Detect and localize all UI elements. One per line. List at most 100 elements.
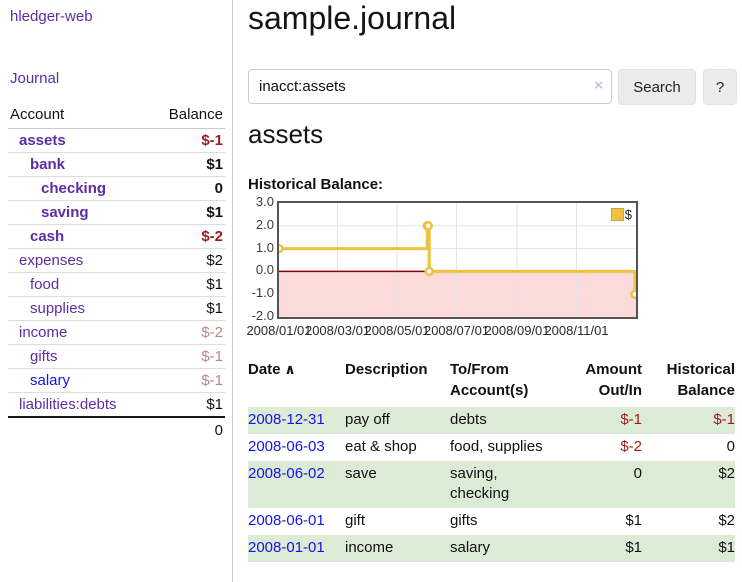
sidebar-total-value: 0: [214, 422, 223, 439]
sidebar-account-link-cash[interactable]: cash: [30, 228, 65, 245]
transaction-amount: $1: [625, 512, 642, 529]
transaction-balance: $1: [718, 539, 735, 556]
register-column-header-to-from-account-s-: To/From Account(s): [450, 361, 529, 399]
transaction-amount: $1: [625, 539, 642, 556]
balance-column-header: Balance: [149, 102, 225, 129]
sidebar-account-row: checking 0: [8, 176, 225, 201]
sidebar-account-row: expenses $2: [8, 248, 225, 273]
sidebar-account-row: gifts $-1: [8, 344, 225, 369]
x-tick-label: 2008/01/01: [246, 323, 312, 338]
sidebar-account-link-supplies[interactable]: supplies: [30, 300, 86, 317]
register-column-header-date[interactable]: Date ∧: [248, 361, 296, 378]
register-body: 2008-12-31 pay off debts $-1 $-1 2008-06-03 ea…: [248, 407, 735, 562]
page-title: sample.journal: [248, 0, 457, 36]
account-balance-value: $-1: [149, 128, 225, 153]
sidebar-account-link-bank[interactable]: bank: [30, 156, 66, 173]
sidebar-account-link-assets[interactable]: assets: [19, 132, 66, 149]
main-content: sample.journal × Search ? assets Histori…: [246, 0, 737, 582]
x-tick-label: 2008/05/01: [364, 323, 430, 338]
sidebar-accounts-body: assets $-1 bank $1 checking 0 saving $1 cash $-2 e…: [8, 128, 225, 443]
register-row[interactable]: 2008-12-31 pay off debts $-1 $-1: [248, 407, 735, 434]
register-row[interactable]: 2008-06-01 gift gifts $1 $2: [248, 508, 735, 535]
sort-ascending-icon: ∧: [280, 361, 296, 377]
account-heading: assets: [248, 119, 324, 149]
account-balance-value: $-2: [149, 224, 225, 249]
sidebar-account-link-gifts[interactable]: gifts: [30, 348, 58, 365]
sidebar-account-row: liabilities:debts $1: [8, 392, 225, 418]
legend-swatch: [610, 208, 624, 221]
sidebar-account-link-salary[interactable]: salary: [30, 372, 71, 389]
legend-label: $: [624, 207, 632, 222]
x-tick-label: 2008/11/01: [544, 323, 609, 338]
y-tick-label: 1.0: [255, 239, 274, 255]
transaction-balance: 0: [726, 438, 735, 455]
account-balance-value: $-1: [149, 368, 225, 393]
transaction-accounts: debts: [450, 411, 487, 428]
sidebar-account-row: income $-2: [8, 320, 225, 345]
transaction-amount: $-2: [620, 438, 642, 455]
transaction-balance: $-1: [713, 411, 735, 428]
brand-link[interactable]: hledger-web: [10, 8, 93, 25]
transaction-description: eat & shop: [345, 438, 417, 455]
historical-balance-chart: $ 3.0 2.0 1.0 0.0 -1.0 -2.0 2008/01/01 2008/03…: [246, 194, 736, 344]
register-column-header-amount-out-in: Amount Out/In: [585, 361, 642, 399]
account-balance-table: Account Balance assets $-1 bank $1 checking 0…: [8, 102, 225, 442]
y-tick-label: -1.0: [251, 285, 274, 301]
search-form: × Search ?: [248, 69, 737, 105]
search-button[interactable]: Search: [618, 69, 696, 105]
help-button[interactable]: ?: [703, 69, 737, 105]
register-column-header-historical-balance: Historical Balance: [666, 361, 735, 399]
transaction-balance: $2: [718, 512, 735, 529]
x-tick-label: 2008/03/01: [304, 323, 371, 338]
transaction-amount: $-1: [620, 411, 642, 428]
sidebar-account-row: salary $-1: [8, 368, 225, 393]
transaction-date-link[interactable]: 2008-06-02: [248, 465, 325, 482]
sidebar-account-row: food $1: [8, 272, 225, 297]
sidebar-account-link-food[interactable]: food: [30, 276, 60, 293]
sidebar-item-journal[interactable]: Journal: [10, 70, 60, 87]
account-balance-value: $1: [149, 200, 225, 225]
account-balance-value: 0: [149, 176, 225, 201]
y-tick-label: 2.0: [255, 216, 274, 232]
sidebar-account-link-income[interactable]: income: [19, 324, 68, 341]
transaction-date-link[interactable]: 2008-12-31: [248, 411, 325, 428]
account-balance-value: $1: [149, 392, 225, 418]
transaction-date-link[interactable]: 2008-01-01: [248, 539, 325, 556]
transaction-amount: 0: [633, 465, 642, 482]
register-header-row: Date ∧ Description To/From Account(s) Amoun…: [248, 357, 735, 407]
chart-plot-area[interactable]: $: [277, 201, 638, 319]
register-row[interactable]: 2008-06-03 eat & shop food, supplies $-2 0: [248, 434, 735, 461]
sidebar-account-link-liabilities-debts[interactable]: liabilities:debts: [19, 396, 117, 413]
account-balance-value: $1: [149, 272, 225, 297]
register-table: Date ∧ Description To/From Account(s) Amoun…: [248, 357, 735, 562]
transaction-date-link[interactable]: 2008-06-03: [248, 438, 325, 455]
register-row[interactable]: 2008-01-01 income salary $1 $1: [248, 535, 735, 562]
transaction-description: gift: [345, 512, 366, 529]
transaction-balance: $2: [718, 465, 735, 482]
sidebar-account-row: saving $1: [8, 200, 225, 225]
transaction-description: income: [345, 539, 394, 556]
chart-title: Historical Balance:: [248, 176, 384, 193]
y-tick-label: 3.0: [255, 194, 274, 209]
x-tick-label: 2008/07/01: [423, 323, 490, 338]
register-row[interactable]: 2008-06-02 save saving, checking 0 $2: [248, 461, 735, 508]
search-box: ×: [248, 69, 612, 104]
y-tick-label: -2.0: [251, 308, 274, 323]
sidebar-total-row: 0: [8, 417, 225, 442]
sidebar-account-link-expenses[interactable]: expenses: [19, 252, 84, 269]
search-input[interactable]: [248, 69, 612, 104]
sidebar-account-row: cash $-2: [8, 224, 225, 249]
account-balance-value: $1: [149, 152, 225, 177]
sidebar-account-link-saving[interactable]: saving: [41, 204, 89, 221]
sidebar-account-link-checking[interactable]: checking: [41, 180, 107, 197]
transaction-description: pay off: [345, 411, 390, 428]
account-balance-value: $2: [149, 248, 225, 273]
transaction-date-link[interactable]: 2008-06-01: [248, 512, 325, 529]
clear-search-icon[interactable]: ×: [594, 77, 603, 94]
sidebar-account-row: assets $-1: [8, 128, 225, 153]
sidebar: hledger-web Journal Account Balance asse…: [0, 0, 233, 582]
transaction-accounts: saving, checking: [450, 465, 510, 502]
x-tick-label: 2008/09/01: [484, 323, 550, 338]
account-balance-value: $-1: [149, 344, 225, 369]
